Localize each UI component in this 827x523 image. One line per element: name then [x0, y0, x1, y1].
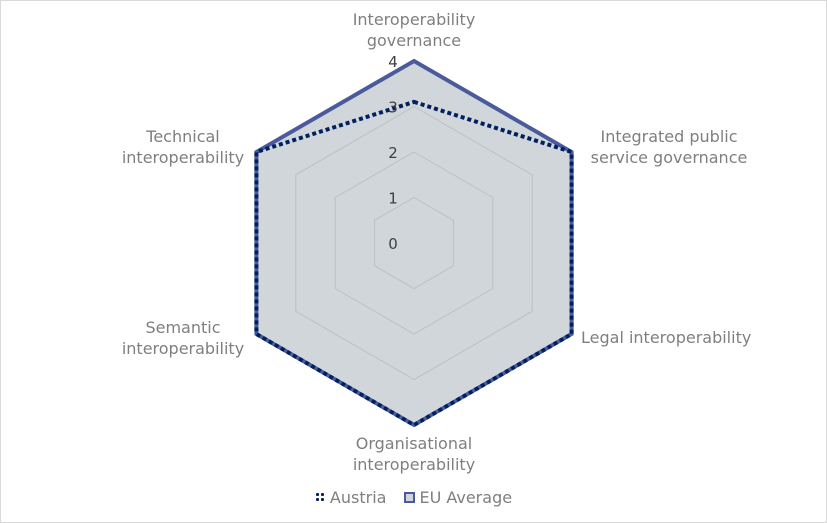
legend-swatch — [404, 492, 416, 503]
tick-label: 0 — [388, 235, 398, 253]
legend: Austria EU Average — [1, 488, 826, 507]
legend-entry: Austria — [314, 488, 387, 507]
gridline-1 — [374, 196, 454, 290]
legend-entry: EU Average — [404, 488, 512, 507]
tick-label: 4 — [388, 53, 398, 71]
series-area-1 — [256, 61, 572, 425]
series-line-1 — [254, 58, 574, 428]
tick-label: 3 — [388, 99, 398, 117]
axis-label: Semantic interoperability — [122, 318, 244, 358]
tick-label: 1 — [388, 190, 398, 208]
legend-label: EU Average — [419, 488, 513, 507]
axis-label: Interoperability governance — [353, 10, 476, 50]
gridline-3 — [295, 105, 533, 381]
gridline-2 — [334, 151, 494, 335]
axis-label: Integrated public service governance — [591, 127, 748, 167]
legend-swatch — [314, 492, 326, 503]
axis-label: Legal interoperability — [581, 328, 751, 347]
legend-label: Austria — [329, 488, 387, 507]
axis-label: Organisational interoperability — [353, 434, 475, 474]
tick-label: 2 — [388, 144, 398, 162]
radar-chart: 0 1 2 3 4 Interoperability governance Integrate… — [122, 10, 751, 474]
axis-label: Technical interoperability — [122, 127, 244, 167]
